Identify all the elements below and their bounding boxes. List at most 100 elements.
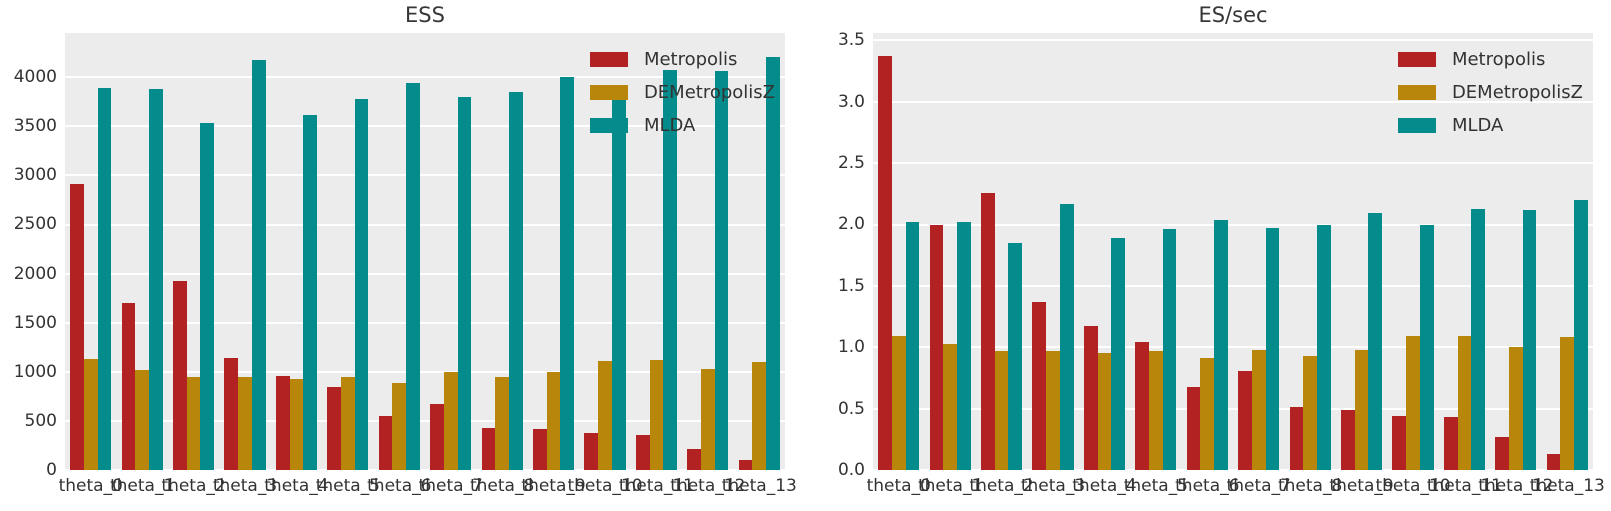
legend-swatch-icon bbox=[589, 85, 628, 100]
chart-title: ES/sec bbox=[1198, 3, 1268, 27]
bar-mlda-theta_2 bbox=[200, 123, 215, 470]
y-tick-label: 3500 bbox=[13, 116, 57, 137]
x-tick-label: theta_0 bbox=[58, 476, 123, 496]
legend-entry-mlda: MLDA bbox=[1397, 115, 1583, 136]
y-tick-label: 3.5 bbox=[837, 30, 865, 51]
x-tick-label: theta_11 bbox=[1426, 476, 1502, 496]
legend-entry-metropolis: Metropolis bbox=[589, 49, 775, 70]
gridline bbox=[873, 39, 1593, 42]
y-axis-tick-labels: 0 500 1000 1500 2000 2500 3000 3500 4000 bbox=[0, 33, 57, 480]
gridline bbox=[873, 346, 1593, 349]
legend-swatch-icon bbox=[1397, 85, 1436, 100]
x-tick-label: theta_3 bbox=[1020, 476, 1086, 496]
gridline bbox=[873, 100, 1593, 103]
x-tick-label: theta_4 bbox=[264, 476, 329, 496]
bar-mlda-theta_5 bbox=[1162, 229, 1177, 470]
bar-demetropolisz-theta_9 bbox=[1354, 349, 1369, 470]
y-tick-label: 1000 bbox=[13, 361, 57, 382]
bar-mlda-theta_7 bbox=[457, 96, 472, 470]
gridline bbox=[873, 223, 1593, 226]
x-tick-label: theta_11 bbox=[618, 476, 694, 496]
bar-mlda-theta_1 bbox=[149, 88, 163, 470]
legend-swatch-icon bbox=[1397, 118, 1436, 133]
bar-demetropolisz-theta_2 bbox=[994, 350, 1009, 470]
x-tick-label: theta_10 bbox=[1375, 476, 1451, 496]
bar-demetropolisz-theta_7 bbox=[1251, 349, 1266, 470]
x-tick-label: theta_10 bbox=[567, 476, 643, 496]
legend-entry-mlda: MLDA bbox=[589, 115, 775, 136]
bar-metropolis-theta_3 bbox=[1032, 301, 1047, 470]
bar-mlda-theta_6 bbox=[1214, 219, 1228, 470]
y-tick-label: 2000 bbox=[13, 263, 57, 284]
gridline bbox=[65, 419, 785, 422]
bar-mlda-theta_11 bbox=[663, 69, 677, 470]
legend-label: Metropolis bbox=[643, 49, 738, 70]
bar-demetropolisz-theta_0 bbox=[891, 336, 906, 470]
bar-mlda-theta_8 bbox=[1317, 224, 1331, 470]
bar-metropolis-theta_9 bbox=[533, 429, 547, 470]
bar-mlda-theta_2 bbox=[1008, 242, 1023, 470]
bar-demetropolisz-theta_6 bbox=[392, 383, 407, 470]
bar-demetropolisz-theta_10 bbox=[598, 361, 612, 470]
bar-mlda-theta_7 bbox=[1265, 228, 1280, 470]
bar-metropolis-theta_13 bbox=[738, 460, 753, 470]
gridline bbox=[65, 272, 785, 275]
legend-label: DEMetropolisZ bbox=[643, 82, 775, 103]
x-tick-label: theta_1 bbox=[917, 476, 983, 496]
bar-metropolis-theta_1 bbox=[121, 303, 136, 470]
bar-mlda-theta_5 bbox=[354, 98, 369, 470]
x-axis-tick-labels: theta_0 theta_1 theta_2 theta_3 theta_4 theta… bbox=[867, 474, 1605, 500]
bar-demetropolisz-theta_5 bbox=[1149, 350, 1163, 470]
bar-metropolis-theta_13 bbox=[1546, 454, 1561, 470]
y-tick-label: 3.0 bbox=[837, 91, 865, 112]
y-tick-label: 500 bbox=[24, 410, 57, 431]
bar-mlda-theta_0 bbox=[97, 88, 112, 470]
gridline bbox=[65, 469, 785, 471]
bar-metropolis-theta_4 bbox=[275, 375, 290, 470]
x-tick-label: theta_12 bbox=[670, 476, 746, 496]
x-tick-label: theta_0 bbox=[866, 476, 931, 496]
bar-demetropolisz-theta_2 bbox=[186, 377, 201, 470]
bar-mlda-theta_9 bbox=[1368, 213, 1383, 470]
x-tick-label: theta_6 bbox=[1175, 476, 1240, 496]
x-axis-tick-labels: theta_0 theta_1 theta_2 theta_3 theta_4 theta… bbox=[59, 474, 797, 500]
legend-entry-demetropolisz: DEMetropolisZ bbox=[589, 82, 775, 103]
bar-demetropolisz-theta_10 bbox=[1406, 336, 1420, 470]
bar-metropolis-theta_4 bbox=[1083, 326, 1098, 470]
x-tick-label: theta_6 bbox=[367, 476, 432, 496]
plot-area bbox=[65, 33, 785, 471]
y-tick-label: 0 bbox=[46, 460, 57, 480]
y-tick-label: 0.0 bbox=[837, 460, 865, 480]
bar-metropolis-theta_8 bbox=[481, 427, 496, 470]
chart-title: ESS bbox=[405, 3, 445, 27]
x-tick-label: theta_2 bbox=[161, 476, 226, 496]
bar-metropolis-theta_6 bbox=[1186, 386, 1201, 470]
bar-metropolis-theta_8 bbox=[1289, 407, 1304, 470]
y-tick-label: 4000 bbox=[13, 67, 57, 88]
bar-metropolis-theta_2 bbox=[173, 281, 187, 470]
bar-mlda-theta_13 bbox=[766, 56, 780, 470]
y-tick-label: 1.5 bbox=[837, 275, 865, 296]
bar-demetropolisz-theta_3 bbox=[238, 377, 252, 470]
x-tick-label: theta_9 bbox=[1329, 476, 1394, 496]
bar-mlda-theta_3 bbox=[251, 59, 266, 470]
x-tick-label: theta_8 bbox=[1277, 476, 1343, 496]
bar-metropolis-theta_6 bbox=[378, 416, 393, 470]
x-tick-label: theta_1 bbox=[109, 476, 175, 496]
bar-demetropolisz-theta_13 bbox=[1560, 337, 1575, 470]
x-tick-label: theta_3 bbox=[212, 476, 278, 496]
bar-metropolis-theta_0 bbox=[70, 184, 84, 470]
y-tick-label: 1500 bbox=[13, 312, 57, 333]
bar-mlda-theta_6 bbox=[406, 83, 420, 470]
bar-demetropolisz-theta_1 bbox=[943, 343, 957, 470]
bar-metropolis-theta_9 bbox=[1341, 409, 1355, 470]
legend-swatch-icon bbox=[589, 52, 628, 67]
x-tick-label: theta_5 bbox=[315, 476, 380, 496]
bar-mlda-theta_10 bbox=[1419, 224, 1434, 470]
bar-demetropolisz-theta_5 bbox=[341, 376, 355, 470]
plot-area bbox=[873, 33, 1593, 471]
y-tick-label: 3000 bbox=[13, 165, 57, 186]
x-tick-label: theta_13 bbox=[721, 476, 797, 496]
bar-demetropolisz-theta_11 bbox=[1457, 336, 1472, 470]
bar-demetropolisz-theta_6 bbox=[1200, 358, 1215, 470]
